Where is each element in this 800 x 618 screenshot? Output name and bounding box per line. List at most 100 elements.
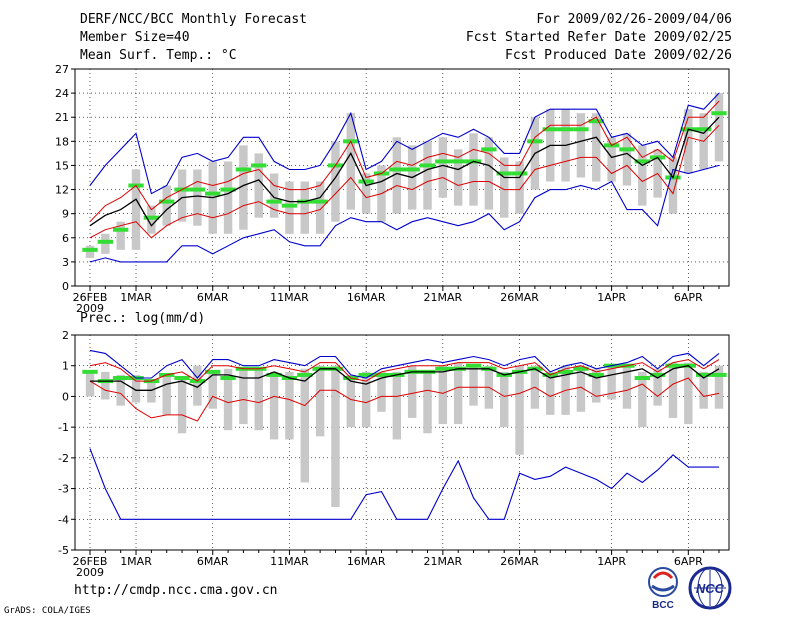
variable-label: Mean Surf. Temp.: °C [80,48,237,63]
spread-box [85,245,95,258]
bcc-logo-icon: BCC [648,567,678,611]
median-mark [588,372,604,377]
median-mark [711,372,727,377]
median-mark [220,187,236,192]
median-mark [373,372,390,377]
median-mark [527,139,543,144]
x-tick-label: 26MAR [500,291,539,304]
spread-box [638,145,647,206]
median-mark [97,239,114,244]
x-tick-label: 6MAR [197,291,229,304]
y-tick-label: -5 [58,544,69,557]
y-tick-label: 21 [55,111,69,124]
spread-box [576,113,586,178]
median-mark [665,363,681,368]
spread-box [714,93,724,162]
spread-box [162,374,171,415]
x-tick-label: 6APR [674,291,703,304]
median-mark [358,372,374,377]
median-mark [251,163,267,168]
spread-box [361,173,371,214]
spread-box [407,365,417,418]
series-line-lower [89,124,720,239]
median-mark [404,167,420,172]
x-tick-label: 1MAR [120,555,152,568]
spread-box [668,157,678,214]
y-tick-label: 12 [55,184,69,197]
median-mark [220,376,236,380]
spread-box [147,381,156,403]
series-line-min [89,448,719,520]
spread-box [500,157,509,218]
spread-box [668,362,678,418]
spread-box [546,371,555,415]
spread-box [346,113,356,210]
plot-frame [74,68,730,287]
spread-box [208,371,217,409]
x-tick-label: 21MAR [424,291,463,304]
y-tick-label: 1 [62,360,69,373]
median-mark [266,372,282,377]
median-mark [711,111,727,116]
ncc-logo-text: NCC [696,581,725,596]
series-line-mean [90,365,720,391]
x-tick-label: 11MAR [270,291,309,304]
ncc-logo: NCC [686,566,734,614]
precip-panel-title: Prec.: log(mm/d) [80,311,206,326]
spread-box [193,169,202,226]
spread-box [500,371,509,428]
median-mark [649,372,666,377]
spread-box [101,233,110,254]
spread-box [453,149,463,206]
spread-box [223,368,233,431]
spread-box [653,368,662,406]
median-mark [358,179,374,184]
x-tick-label: 21MAR [424,555,463,568]
spread-box [392,371,402,440]
spread-box [285,371,294,440]
spread-box [101,371,110,400]
median-mark [542,127,558,132]
median-mark [205,369,221,374]
spread-box [239,145,248,230]
spread-box [638,371,647,428]
median-mark [496,171,512,176]
source-url[interactable]: http://cmdp.ncc.cma.gov.cn [74,583,278,598]
y-tick-label: -2 [58,452,69,465]
median-mark [695,127,712,132]
y-tick-label: 24 [55,87,69,100]
y-tick-label: 9 [62,208,69,221]
median-mark [465,363,482,368]
spread-box [423,141,432,210]
spread-box [453,362,463,425]
spread-box [162,185,171,226]
figure-title: DERF/NCC/BCC Monthly Forecast [80,12,307,27]
x-tick-label: 26MAR [500,555,539,568]
spread-box [147,205,156,234]
spread-box [177,378,187,434]
spread-box [607,365,616,400]
series-line-mean [89,116,720,227]
forecast-period: For 2009/02/26-2009/04/06 [536,12,732,27]
spread-box [622,365,632,409]
spread-box [438,137,448,198]
bcc-logo: BCC [640,566,686,614]
median-mark [312,199,328,204]
spread-box [300,368,309,483]
series-line-upper [89,100,720,223]
spread-box [254,153,263,218]
produced-date: Fcst Produced Date 2009/02/26 [505,48,732,63]
x-tick-label: 16MAR [347,291,386,304]
spread-box [515,161,524,214]
median-mark [113,376,129,380]
spread-box [269,173,279,218]
spread-box [469,133,478,206]
median-mark [82,247,98,252]
spread-box [684,362,693,425]
median-mark [634,376,650,380]
x-tick-label: 26FEB [73,291,108,304]
spread-box [85,371,95,397]
y-tick-label: -4 [58,513,69,526]
series-line-max [89,349,720,379]
